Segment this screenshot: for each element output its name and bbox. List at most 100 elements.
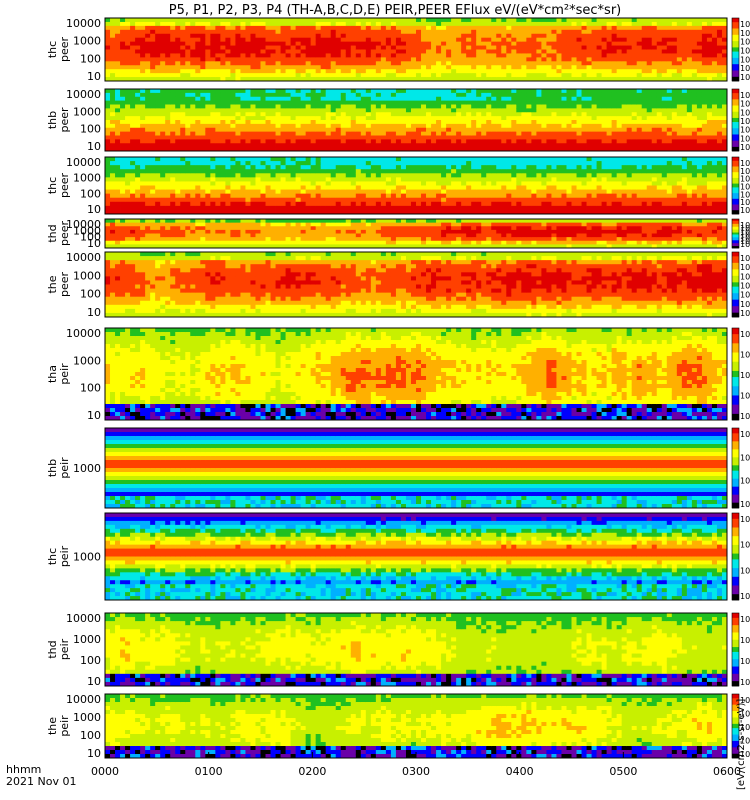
heatmap-cell (386, 30, 391, 34)
heatmap-cell (667, 53, 672, 57)
heatmap-cell (311, 30, 316, 34)
heatmap-cell (386, 61, 391, 65)
heatmap-cell (381, 61, 386, 65)
heatmap-cell (311, 65, 316, 69)
heatmap-cell (195, 65, 200, 69)
heatmap-cell (170, 42, 175, 46)
heatmap-cell (431, 34, 436, 38)
heatmap-cell (446, 30, 451, 34)
heatmap-cell (451, 65, 456, 69)
heatmap-cell (541, 50, 546, 54)
heatmap-cell (331, 42, 336, 46)
heatmap-cell (471, 73, 476, 77)
heatmap-cell (531, 30, 536, 34)
heatmap-cell (210, 30, 215, 34)
heatmap-cell (546, 53, 551, 57)
heatmap-cell (391, 38, 396, 42)
heatmap-cell (215, 42, 220, 46)
heatmap-cell (642, 38, 647, 42)
heatmap-cell (361, 53, 366, 57)
heatmap-cell (486, 30, 491, 34)
heatmap-cell (627, 46, 632, 50)
heatmap-cell (336, 26, 341, 30)
heatmap-cell (511, 73, 516, 77)
heatmap-cell (271, 42, 276, 46)
heatmap-cell (436, 30, 441, 34)
heatmap-cell (667, 46, 672, 50)
heatmap-cell (416, 65, 421, 69)
heatmap-cell (582, 65, 587, 69)
heatmap-cell (536, 22, 541, 26)
heatmap-cell (556, 65, 561, 69)
heatmap-cell (506, 57, 511, 61)
heatmap-cell (311, 22, 316, 26)
heatmap-cell (165, 38, 170, 42)
heatmap-cell (336, 50, 341, 54)
heatmap-cell (261, 61, 266, 65)
heatmap-cell (617, 34, 622, 38)
heatmap-cell (261, 50, 266, 54)
heatmap-cell (240, 18, 245, 22)
heatmap-cell (296, 18, 301, 22)
heatmap-cell (115, 26, 120, 30)
heatmap-cell (531, 26, 536, 30)
heatmap-cell (541, 26, 546, 30)
heatmap-cell (296, 57, 301, 61)
heatmap-cell (155, 73, 160, 77)
heatmap-cell (622, 42, 627, 46)
heatmap-cell (326, 61, 331, 65)
heatmap-cell (627, 69, 632, 73)
heatmap-cell (371, 22, 376, 26)
heatmap-cell (546, 38, 551, 42)
heatmap-cell (526, 26, 531, 30)
heatmap-cell (125, 22, 130, 26)
heatmap-cell (491, 50, 496, 54)
heatmap-cell (371, 57, 376, 61)
heatmap-cell (416, 34, 421, 38)
heatmap-cell (245, 22, 250, 26)
heatmap-cell (240, 69, 245, 73)
heatmap-cell (536, 26, 541, 30)
heatmap-cell (386, 22, 391, 26)
heatmap-cell (185, 38, 190, 42)
heatmap-cell (276, 73, 281, 77)
heatmap-cell (672, 18, 677, 22)
heatmap-cell (210, 34, 215, 38)
heatmap-cell (356, 46, 361, 50)
heatmap-cell (195, 22, 200, 26)
heatmap-cell (401, 53, 406, 57)
heatmap-cell (296, 22, 301, 26)
heatmap-cell (587, 50, 592, 54)
heatmap-cell (471, 61, 476, 65)
heatmap-cell (406, 18, 411, 22)
heatmap-cell (135, 34, 140, 38)
heatmap-cell (346, 61, 351, 65)
heatmap-cell (451, 61, 456, 65)
heatmap-cell (225, 53, 230, 57)
heatmap-cell (250, 50, 255, 54)
heatmap-cell (421, 26, 426, 30)
heatmap-cell (175, 73, 180, 77)
heatmap-cell (572, 46, 577, 50)
heatmap-cell (215, 73, 220, 77)
heatmap-cell (210, 53, 215, 57)
heatmap-cell (516, 73, 521, 77)
heatmap-cell (421, 34, 426, 38)
heatmap-cell (376, 73, 381, 77)
heatmap-cell (667, 26, 672, 30)
heatmap-cell (210, 61, 215, 65)
heatmap-cell (230, 69, 235, 73)
heatmap-cell (496, 30, 501, 34)
heatmap-cell (466, 30, 471, 34)
heatmap-cell (311, 61, 316, 65)
heatmap-cell (561, 42, 566, 46)
heatmap-cell (291, 53, 296, 57)
heatmap-cell (496, 34, 501, 38)
heatmap-cell (511, 38, 516, 42)
heatmap-cell (667, 69, 672, 73)
heatmap-cell (130, 18, 135, 22)
heatmap-cell (617, 30, 622, 34)
heatmap-cell (531, 46, 536, 50)
heatmap-cell (662, 53, 667, 57)
heatmap-cell (481, 26, 486, 30)
